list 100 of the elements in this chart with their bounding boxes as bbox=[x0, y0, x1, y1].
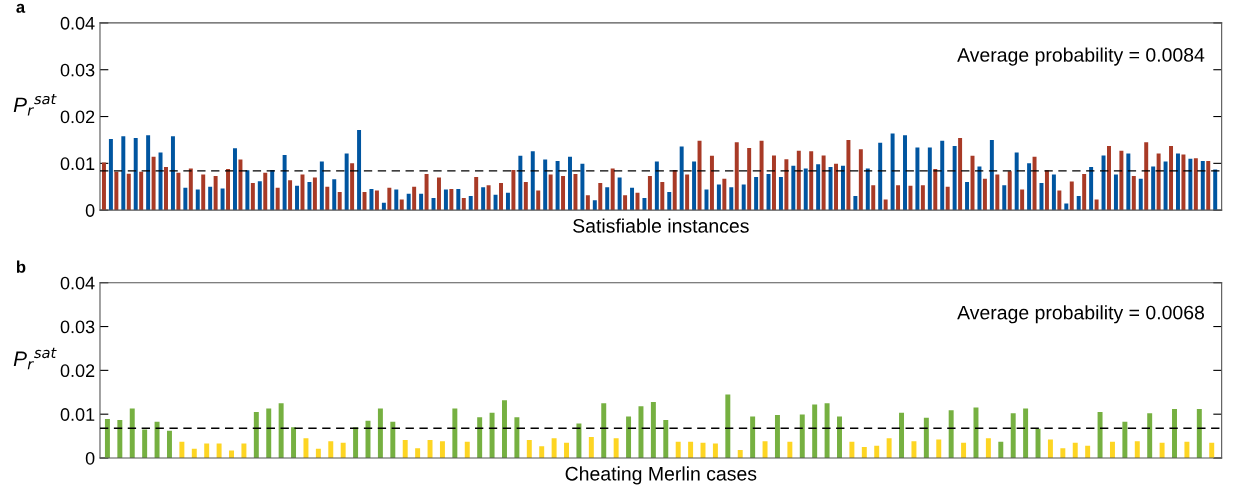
bar bbox=[337, 191, 342, 211]
bar bbox=[394, 189, 399, 211]
bar bbox=[415, 448, 421, 459]
bar bbox=[630, 187, 635, 211]
bar bbox=[846, 139, 851, 211]
bar bbox=[672, 169, 677, 211]
bar bbox=[605, 187, 610, 211]
bar bbox=[766, 174, 771, 211]
bar bbox=[1122, 421, 1128, 459]
y-tick-label: 0.01 bbox=[60, 157, 95, 171]
bar bbox=[796, 150, 801, 211]
bar bbox=[146, 135, 151, 211]
y-tick-label: 0.04 bbox=[60, 16, 95, 30]
bar bbox=[291, 427, 297, 459]
bar bbox=[588, 436, 594, 459]
bar bbox=[126, 173, 131, 211]
bar bbox=[725, 394, 731, 459]
bar bbox=[1200, 161, 1205, 211]
bar bbox=[233, 148, 237, 211]
bar bbox=[319, 161, 324, 211]
bar bbox=[1072, 442, 1078, 459]
bar bbox=[502, 400, 507, 459]
bar bbox=[477, 417, 483, 459]
bar bbox=[514, 417, 520, 459]
bar bbox=[709, 155, 714, 211]
bar bbox=[204, 443, 210, 459]
bar bbox=[886, 438, 892, 459]
bar bbox=[436, 177, 441, 211]
y-tick-label: 0.02 bbox=[60, 110, 95, 124]
bar bbox=[945, 186, 950, 211]
bar bbox=[654, 161, 659, 211]
bar bbox=[489, 412, 495, 459]
bar bbox=[288, 180, 293, 211]
bar bbox=[1156, 153, 1161, 211]
bar bbox=[803, 168, 808, 211]
bar bbox=[638, 406, 644, 459]
bar bbox=[573, 174, 578, 211]
bar bbox=[176, 172, 181, 211]
bar bbox=[374, 190, 379, 211]
bar bbox=[164, 167, 168, 211]
bar bbox=[865, 168, 870, 211]
bar bbox=[1094, 199, 1099, 211]
bar bbox=[1119, 150, 1124, 211]
bar bbox=[936, 439, 942, 459]
bar bbox=[722, 178, 727, 211]
bar bbox=[474, 176, 479, 211]
bar bbox=[564, 442, 569, 459]
bar bbox=[530, 151, 535, 211]
bar bbox=[275, 187, 280, 211]
bar bbox=[688, 441, 694, 459]
bar bbox=[985, 438, 991, 459]
bar bbox=[253, 412, 259, 459]
bar bbox=[874, 445, 880, 459]
bar bbox=[555, 161, 560, 211]
bar bbox=[982, 178, 987, 211]
bar bbox=[312, 177, 317, 211]
bar bbox=[915, 147, 920, 211]
bar bbox=[816, 164, 821, 211]
bar bbox=[712, 443, 718, 459]
bar bbox=[387, 187, 392, 211]
bar bbox=[853, 196, 858, 211]
bar bbox=[747, 147, 752, 211]
bar bbox=[1193, 158, 1198, 211]
bar bbox=[871, 185, 876, 211]
bar bbox=[799, 414, 805, 459]
bar bbox=[1131, 175, 1136, 211]
bar bbox=[908, 185, 913, 211]
bar bbox=[623, 195, 628, 211]
bar bbox=[357, 130, 362, 211]
bar bbox=[762, 441, 768, 459]
bar bbox=[108, 139, 113, 211]
bar bbox=[849, 441, 855, 459]
bar bbox=[1007, 171, 1012, 211]
bar bbox=[601, 403, 607, 459]
bar bbox=[543, 159, 548, 211]
bar bbox=[226, 168, 231, 211]
bar bbox=[238, 159, 243, 211]
bar bbox=[858, 149, 863, 211]
y-tick-label: 0.03 bbox=[60, 320, 95, 334]
chart-title: a bbox=[16, 3, 26, 13]
bar bbox=[1027, 163, 1032, 211]
bar bbox=[154, 421, 160, 459]
bar bbox=[784, 159, 789, 211]
bar bbox=[750, 416, 756, 459]
bar bbox=[787, 441, 793, 459]
y-tick-label: 0 bbox=[85, 451, 95, 465]
y-tick-label: 0.03 bbox=[60, 63, 95, 77]
bar bbox=[402, 440, 408, 459]
bar bbox=[340, 442, 346, 459]
bar bbox=[598, 183, 603, 211]
bar bbox=[1010, 413, 1016, 459]
bar bbox=[295, 185, 300, 211]
bar bbox=[1138, 178, 1143, 211]
bar bbox=[142, 429, 148, 459]
bar bbox=[961, 442, 967, 459]
bar bbox=[188, 168, 193, 211]
bar bbox=[1064, 203, 1069, 211]
bar bbox=[840, 165, 845, 211]
bar bbox=[1032, 156, 1037, 211]
bar bbox=[166, 430, 172, 459]
